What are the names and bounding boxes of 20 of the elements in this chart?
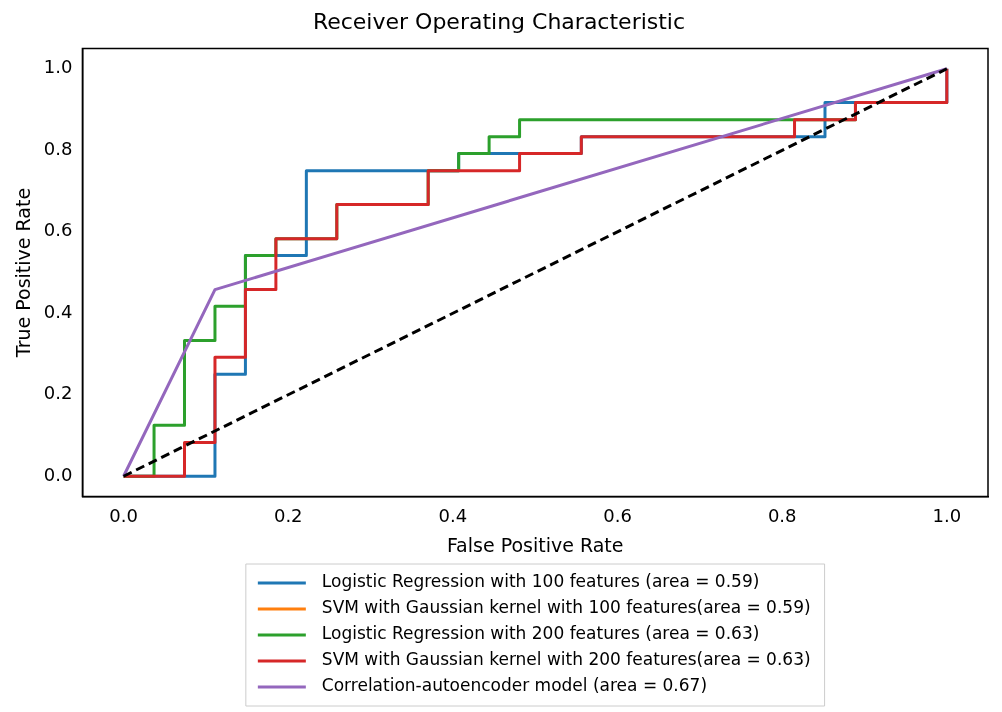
x-tick-label: 0.8 bbox=[767, 505, 797, 527]
x-tick-label: 1.0 bbox=[932, 505, 962, 527]
y-tick-label: 0.0 bbox=[43, 463, 73, 485]
x-tick-label: 0.4 bbox=[438, 505, 468, 527]
x-tick-label: 0.0 bbox=[109, 505, 138, 527]
legend-label: SVM with Gaussian kernel with 100 features(area = 0.59) bbox=[321, 597, 811, 618]
legend-label: SVM with Gaussian kernel with 200 features(area = 0.63) bbox=[321, 649, 811, 670]
x-tick-label: 0.2 bbox=[273, 505, 303, 527]
x-tick-label: 0.6 bbox=[603, 505, 632, 527]
chart-title: Receiver Operating Characteristic bbox=[312, 8, 686, 34]
legend-label: Logistic Regression with 100 features (area = 0.59) bbox=[321, 571, 760, 592]
y-tick-label: 0.6 bbox=[43, 219, 73, 241]
y-tick-label: 0.2 bbox=[43, 382, 73, 404]
legend-label: Correlation-autoencoder model (area = 0.67) bbox=[321, 675, 708, 696]
y-tick-label: 1.0 bbox=[43, 56, 73, 78]
y-tick-label: 0.8 bbox=[43, 137, 73, 159]
x-axis-title: False Positive Rate bbox=[446, 533, 624, 556]
y-tick-label: 0.4 bbox=[43, 300, 73, 322]
legend-label: Logistic Regression with 200 features (area = 0.63) bbox=[321, 623, 760, 644]
y-axis-title: True Positive Rate bbox=[12, 187, 35, 359]
